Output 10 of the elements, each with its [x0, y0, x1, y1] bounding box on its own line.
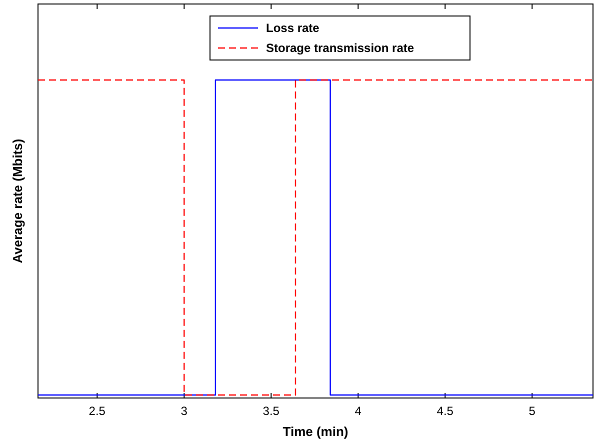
x-axis-title: Time (min) — [282, 424, 348, 439]
x-tick-label: 3.5 — [262, 404, 280, 418]
x-tick-label: 4 — [354, 404, 362, 418]
y-axis-title: Average rate (Mbits) — [10, 138, 25, 264]
legend-label: Storage transmission rate — [266, 41, 414, 55]
x-tick-label: 3 — [180, 404, 188, 418]
x-tick-label: 4.5 — [436, 404, 454, 418]
legend-label: Loss rate — [266, 21, 320, 35]
x-tick-label: 5 — [528, 404, 536, 418]
x-tick-label: 2.5 — [88, 404, 106, 418]
